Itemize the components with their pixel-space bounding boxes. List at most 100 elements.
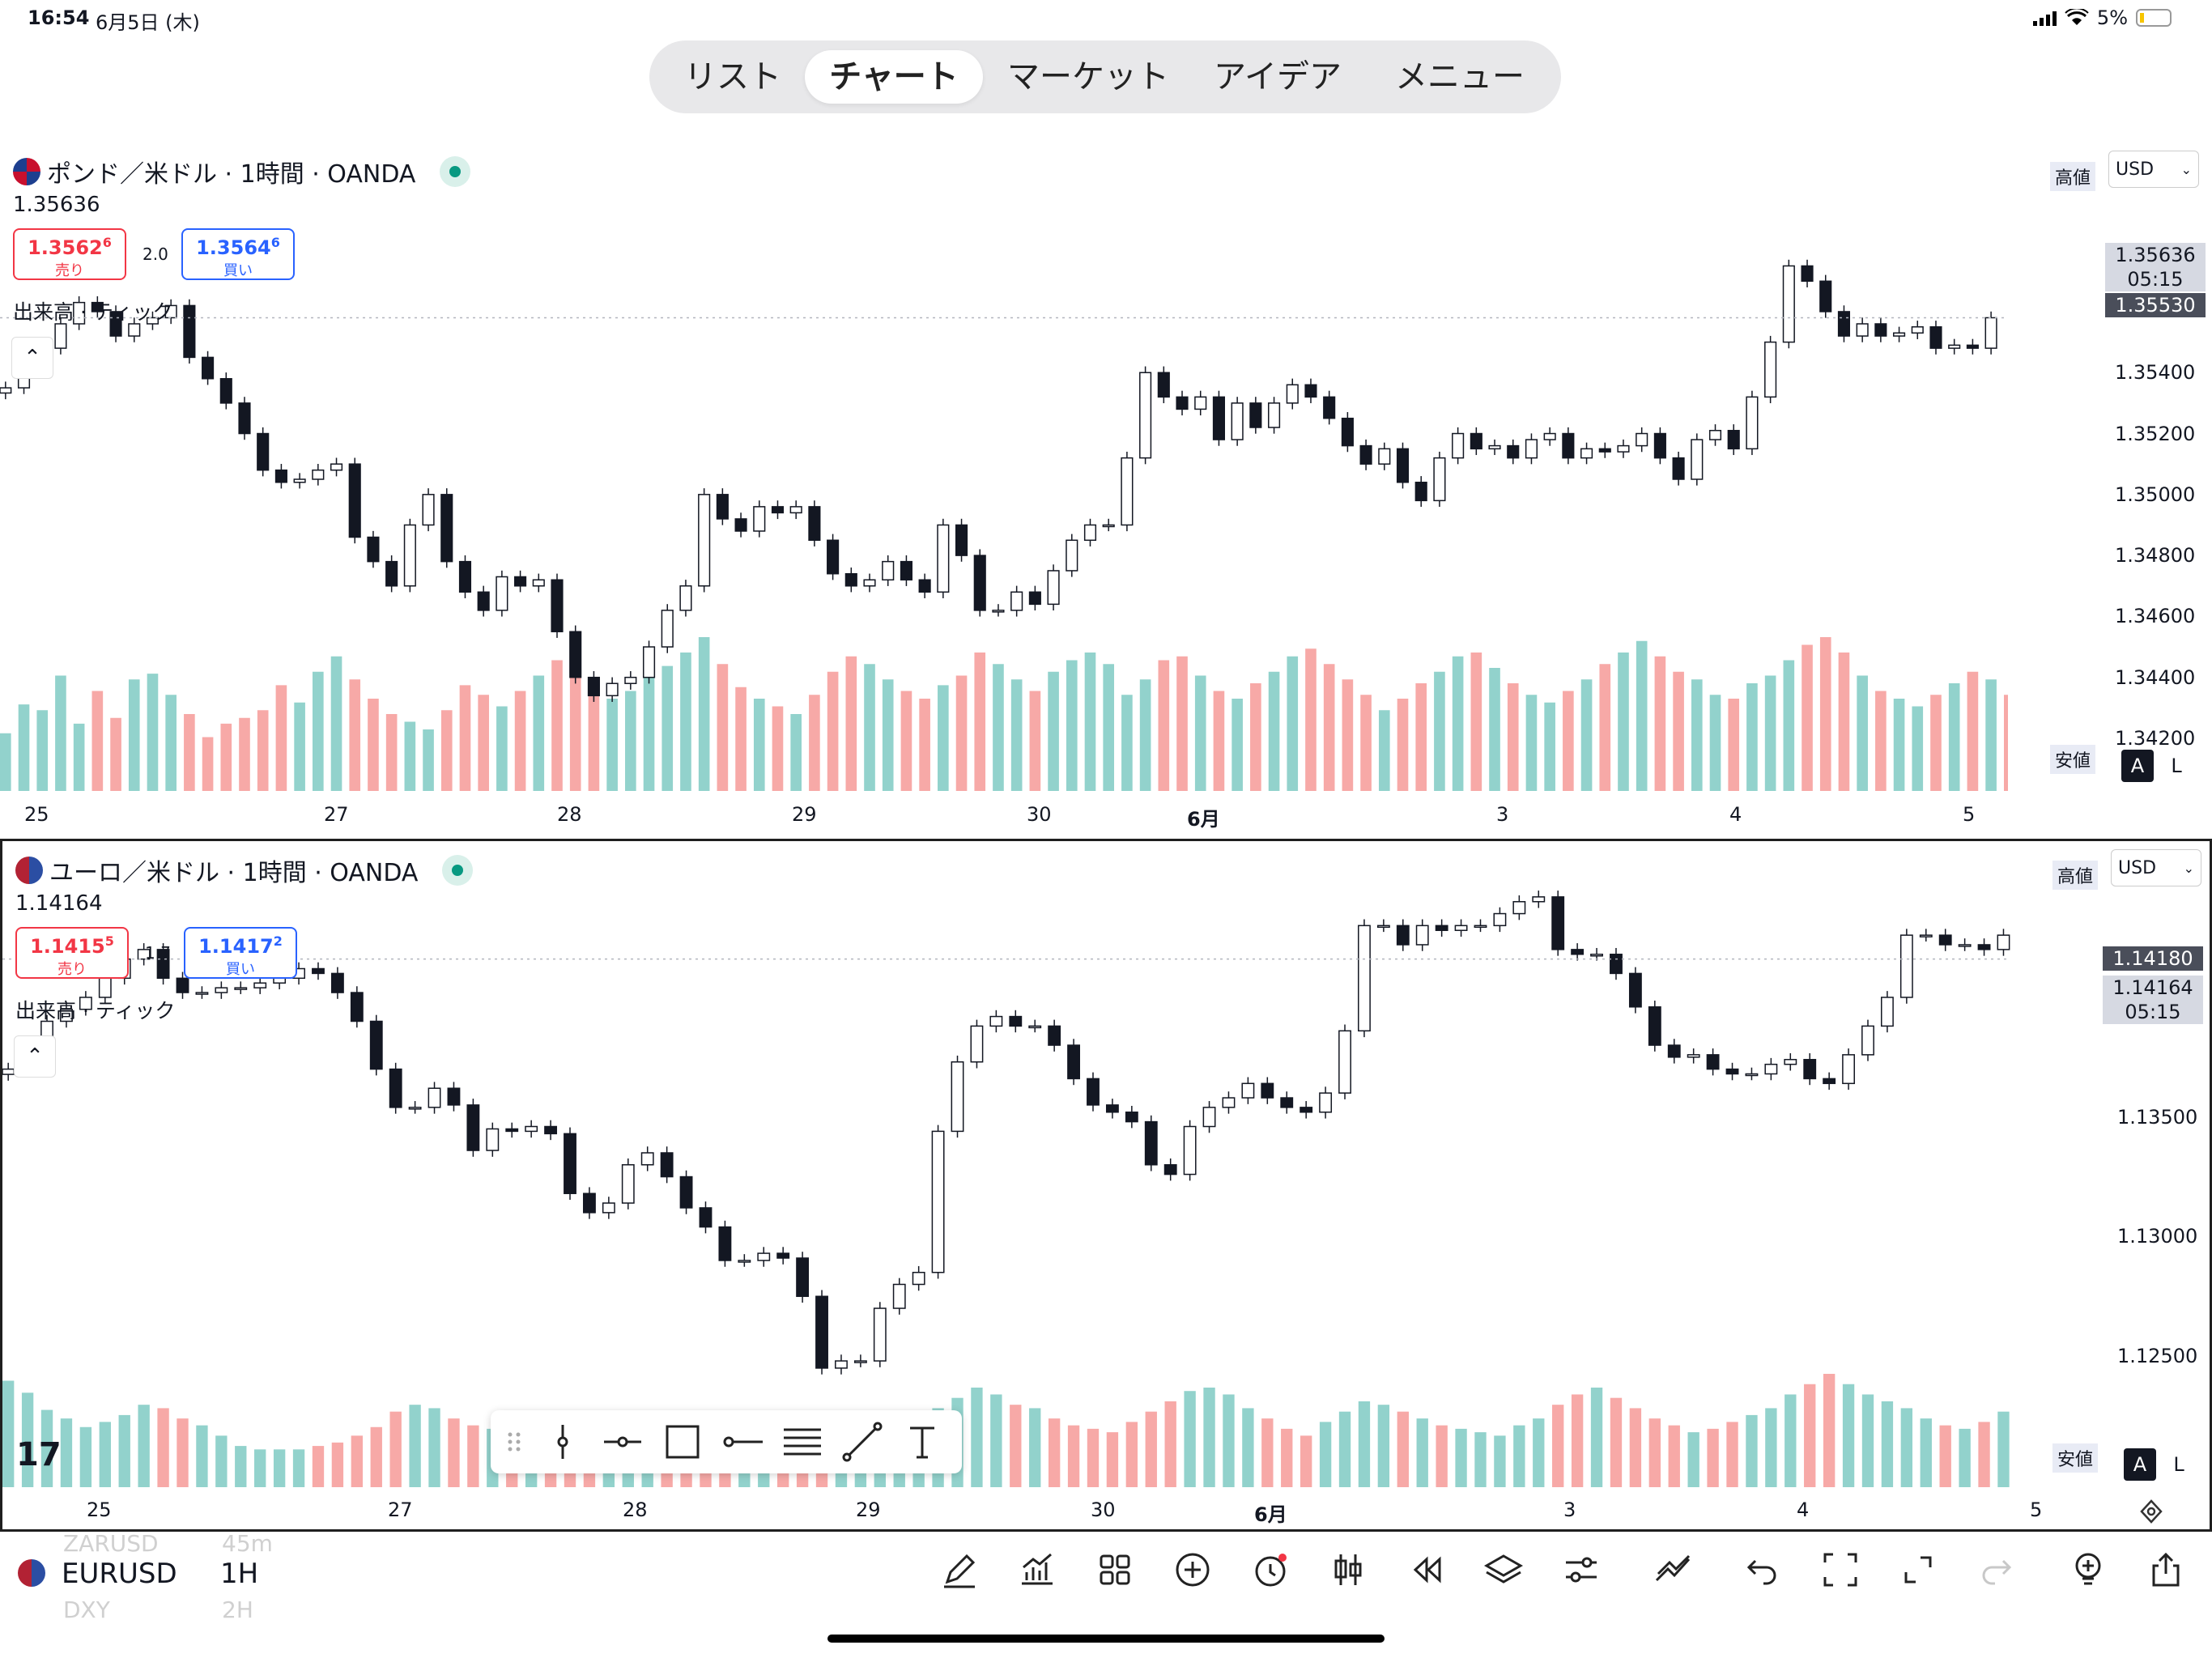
candle-up bbox=[1415, 925, 1429, 946]
volume-bar bbox=[606, 699, 618, 791]
redo-icon[interactable] bbox=[1974, 1548, 2018, 1592]
volume-bar bbox=[900, 691, 912, 791]
volume-bar bbox=[1823, 1374, 1836, 1487]
ray-icon[interactable] bbox=[719, 1418, 766, 1465]
share-icon[interactable] bbox=[2144, 1548, 2188, 1592]
log-scale-button[interactable]: L bbox=[2173, 1453, 2184, 1476]
home-indicator[interactable] bbox=[827, 1635, 1385, 1643]
indicators-icon[interactable] bbox=[1015, 1548, 1059, 1592]
volume-bar bbox=[790, 714, 802, 791]
focus-icon[interactable] bbox=[1819, 1548, 1862, 1592]
grip-icon[interactable] bbox=[502, 1418, 526, 1465]
sell-button[interactable]: 1.14155 売り bbox=[15, 927, 129, 979]
candle-down bbox=[973, 555, 986, 611]
candle-up bbox=[0, 387, 12, 394]
add-icon[interactable] bbox=[1171, 1548, 1214, 1592]
volume-bar bbox=[1728, 699, 1740, 791]
volume-bar bbox=[1629, 1408, 1642, 1487]
price-tick-label: 1.35000 bbox=[2115, 483, 2196, 506]
candle-up bbox=[312, 469, 325, 480]
chart-canvas-gbpusd[interactable] bbox=[0, 139, 2008, 835]
candle-up bbox=[1512, 901, 1526, 915]
symbol-title: ポンド／米ドル · 1時間 · OANDA bbox=[47, 160, 416, 189]
replay-icon[interactable] bbox=[1404, 1548, 1448, 1592]
candle-up bbox=[1525, 439, 1538, 459]
alert-icon[interactable] bbox=[1249, 1548, 1292, 1592]
candle-up bbox=[606, 682, 619, 697]
volume-bar bbox=[753, 699, 765, 791]
candle-up bbox=[164, 304, 177, 319]
collapse-chevron-icon[interactable]: ⌃ bbox=[11, 337, 53, 379]
log-scale-button[interactable]: L bbox=[2171, 755, 2182, 777]
sell-price-pip: 6 bbox=[102, 235, 112, 250]
symbol-title: ユーロ／米ドル · 1時間 · OANDA bbox=[49, 859, 419, 887]
tab-ideas[interactable]: アイデア bbox=[1214, 58, 1342, 96]
settings-sliders-icon[interactable] bbox=[1559, 1548, 1603, 1592]
tab-menu[interactable]: メニュー bbox=[1395, 58, 1525, 96]
candle-down bbox=[202, 356, 215, 380]
symbol-header[interactable]: ユーロ／米ドル · 1時間 · OANDA bbox=[15, 852, 474, 888]
auto-scale-button[interactable]: A bbox=[2124, 1448, 2156, 1481]
templates-icon[interactable] bbox=[1093, 1548, 1137, 1592]
time-tick-label: 6月 bbox=[1187, 808, 1220, 831]
trend-line-icon[interactable] bbox=[839, 1418, 886, 1465]
buy-label: 買い bbox=[223, 262, 253, 279]
fib-channel-icon[interactable] bbox=[779, 1418, 826, 1465]
candle-up bbox=[1911, 326, 1924, 334]
volume-bar bbox=[1563, 691, 1574, 791]
text-tool-icon[interactable] bbox=[899, 1418, 946, 1465]
undo-icon[interactable] bbox=[1741, 1548, 1784, 1592]
battery-icon bbox=[2136, 9, 2172, 27]
buy-button[interactable]: 1.14172 買い bbox=[184, 927, 297, 979]
candle-up bbox=[1617, 444, 1630, 453]
currency-select[interactable]: USD ⌄ bbox=[2111, 849, 2201, 886]
volume-bar bbox=[370, 1426, 382, 1487]
fullscreen-icon[interactable] bbox=[1896, 1548, 1940, 1592]
currency-select[interactable]: USD ⌄ bbox=[2108, 151, 2199, 188]
tab-market[interactable]: マーケット bbox=[1007, 58, 1169, 96]
candle-up bbox=[1202, 1107, 1216, 1128]
idea-icon[interactable] bbox=[2066, 1548, 2110, 1592]
sell-button[interactable]: 1.35626 売り bbox=[13, 228, 126, 280]
layers-icon[interactable] bbox=[1482, 1548, 1525, 1592]
volume-bar bbox=[73, 723, 85, 791]
candle-down bbox=[1667, 1044, 1681, 1058]
trading-icon[interactable] bbox=[1652, 1548, 1695, 1592]
volume-bar bbox=[1203, 1387, 1215, 1487]
candle-down bbox=[1598, 448, 1611, 453]
vertical-line-icon[interactable] bbox=[539, 1418, 586, 1465]
candle-up bbox=[931, 1130, 945, 1273]
buy-button[interactable]: 1.35646 買い bbox=[181, 228, 295, 280]
pen-icon[interactable] bbox=[938, 1548, 981, 1592]
collapse-chevron-icon[interactable]: ⌃ bbox=[14, 1035, 56, 1078]
rectangle-icon[interactable] bbox=[659, 1418, 706, 1465]
tab-chart[interactable]: チャート bbox=[805, 50, 983, 104]
symbol-header[interactable]: ポンド／米ドル · 1時間 · OANDA bbox=[13, 154, 471, 189]
tab-list[interactable]: リスト bbox=[684, 58, 781, 96]
time-axis-settings-icon[interactable] bbox=[2138, 1499, 2164, 1524]
volume-bar bbox=[1415, 683, 1427, 791]
time-tick-label: 5 bbox=[2030, 1499, 2043, 1521]
horizontal-ray-icon[interactable] bbox=[599, 1418, 646, 1465]
chart-panel-eurusd[interactable]: ユーロ／米ドル · 1時間 · OANDA 1.14164 1.14155 売り… bbox=[0, 839, 2212, 1532]
current-price-box: 1.35636 05:15 bbox=[2105, 243, 2206, 291]
chart-canvas-eurusd[interactable] bbox=[2, 841, 2010, 1529]
candle-up bbox=[1102, 524, 1115, 528]
candle-down bbox=[1727, 430, 1740, 450]
gbp-usd-flag-icon bbox=[13, 158, 40, 185]
auto-scale-button[interactable]: A bbox=[2121, 750, 2154, 782]
symbol-selector[interactable]: EURUSD bbox=[62, 1558, 177, 1590]
candles-icon[interactable] bbox=[1326, 1548, 1370, 1592]
volume-bar bbox=[1066, 660, 1078, 791]
candle-up bbox=[937, 524, 950, 593]
interval-selector[interactable]: 1H bbox=[220, 1558, 259, 1590]
volume-bar bbox=[1893, 699, 1905, 791]
volume-bar bbox=[1959, 1428, 1971, 1487]
chart-panel-gbpusd[interactable]: ポンド／米ドル · 1時間 · OANDA 1.35636 1.35626 売り… bbox=[0, 139, 2212, 835]
volume-bar bbox=[202, 737, 214, 791]
candle-up bbox=[1746, 396, 1759, 450]
candle-down bbox=[583, 1192, 596, 1214]
candle-down bbox=[312, 967, 325, 975]
time-tick-label: 25 bbox=[87, 1499, 112, 1521]
candle-up bbox=[1083, 524, 1097, 542]
